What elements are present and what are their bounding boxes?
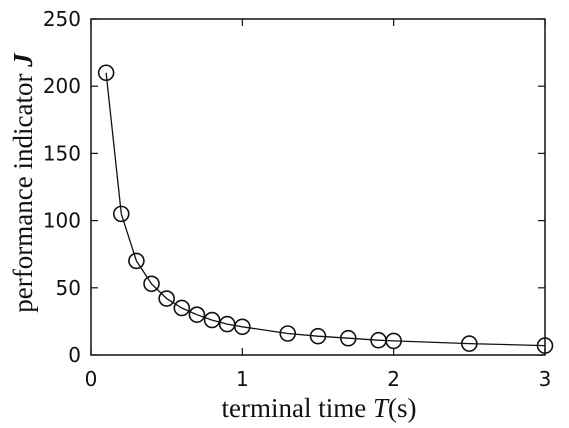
series-line (105, 72, 546, 347)
tick-marks (90, 18, 546, 356)
data-point (97, 64, 115, 82)
y-tick-label: 50 (56, 276, 81, 300)
x-tick-label: 2 (387, 367, 400, 391)
data-point (173, 299, 191, 317)
x-axis-label-symbol: T (373, 393, 390, 423)
y-tick-label: 100 (43, 209, 81, 233)
y-tick-label: 0 (68, 343, 81, 367)
x-tick-label: 0 (85, 367, 98, 391)
data-point (203, 311, 221, 329)
data-point (279, 325, 297, 342)
x-axis-label-suffix: (s) (388, 393, 417, 423)
data-point (536, 337, 554, 354)
x-axis-label: terminal time T(s) (222, 393, 417, 423)
data-point (143, 275, 160, 293)
y-tick-label: 150 (43, 141, 81, 165)
data-point (309, 327, 327, 345)
data-point (339, 329, 357, 347)
data-point (461, 335, 478, 352)
tick-labels: 0 1 2 3 0 50 100 150 200 250 (43, 7, 552, 391)
data-point (234, 318, 251, 336)
data-point (385, 332, 402, 350)
plot-frame (90, 18, 546, 356)
y-axis-label-prefix: performance indicator (8, 67, 38, 313)
axes (90, 18, 546, 356)
data-series (97, 64, 554, 354)
data-point (158, 290, 175, 307)
data-point (188, 306, 206, 323)
y-tick-label: 250 (43, 7, 81, 31)
data-point (128, 252, 145, 270)
x-axis-label-prefix: terminal time (222, 393, 373, 423)
y-tick-label: 200 (43, 74, 81, 98)
x-tick-label: 1 (236, 367, 249, 391)
data-point (112, 205, 130, 223)
y-axis-label: performance indicator J (8, 52, 38, 313)
x-tick-label: 3 (539, 367, 552, 391)
y-axis-label-symbol: J (8, 52, 38, 68)
